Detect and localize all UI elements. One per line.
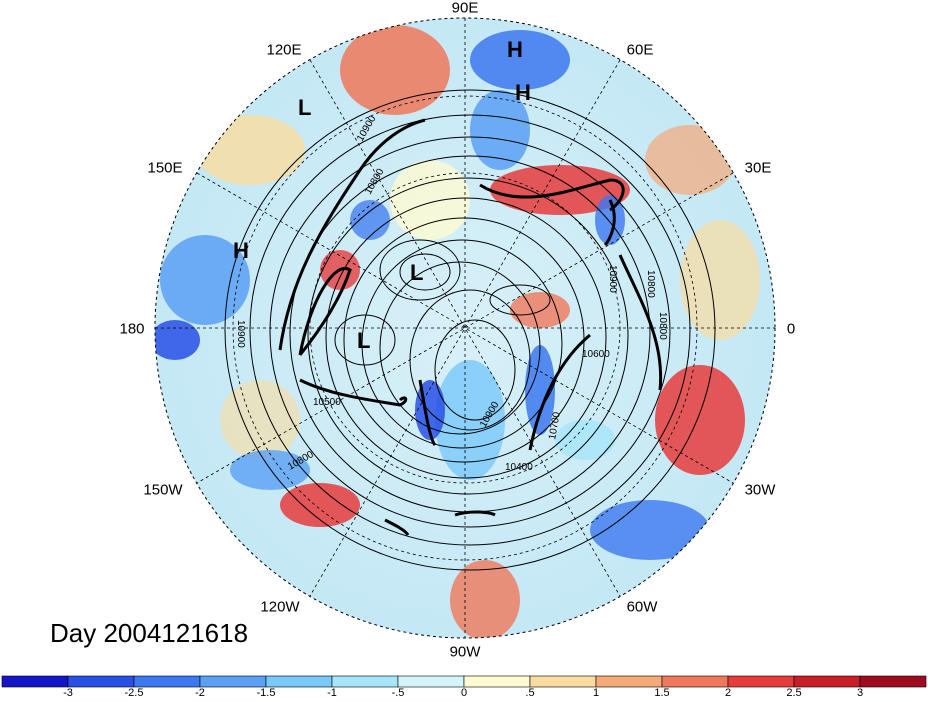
lon-label-60e: 60E [626,41,654,59]
colorbar-tick-label: -1.5 [256,687,276,699]
lon-label-30e: 30E [744,159,772,177]
contour-label: 10700 [547,411,563,441]
map-title: Day 2004121618 [50,618,249,648]
colorbar-tick-label: 2 [724,687,732,699]
lon-label-120w: 120W [260,598,300,616]
low-marker: L [410,260,423,285]
lon-label-150w: 150W [143,481,183,499]
contour-label: 10400 [505,462,533,473]
contour-label: 10800 [657,312,668,340]
colorbar-swatch [265,675,333,688]
colorbar-tick-label: 1 [592,687,600,699]
colorbar-swatch [595,675,663,688]
lon-label-90w: 90W [449,643,481,661]
contour-label: 10900 [235,320,246,348]
colorbar-swatch [661,675,729,688]
colorbar-swatch [397,675,465,688]
colorbar-swatch [529,675,597,688]
colorbar-tick-label: 2.5 [786,687,802,699]
contour-label: 10500 [313,397,341,408]
jet-streaks [278,118,663,536]
colorbar-tick-label: .5 [525,687,535,699]
colorbar-swatch [133,675,201,688]
lon-label-0: 0 [786,320,796,338]
colorbar-tick-label: -3 [63,687,73,699]
colorbar-tick-label: -1 [327,687,337,699]
lon-label-180: 180 [119,320,145,338]
high-marker: H [233,238,249,263]
colorbar-tick-label: -2.5 [124,687,144,699]
lon-label-90e: 90E [451,0,479,17]
colorbar-swatch [463,675,531,688]
colorbar [1,675,927,688]
low-marker: L [357,328,370,353]
colorbar-tick-label: 0 [460,687,468,699]
colorbar-tick-label: 3 [856,687,864,699]
colorbar-tick-label: -2 [195,687,205,699]
high-marker: H [515,80,531,105]
map-boundary [154,17,776,639]
colorbar-tick-label: 1.5 [654,687,670,699]
colorbar-swatch [199,675,267,688]
colorbar-swatch [727,675,795,688]
low-marker: L [298,95,311,120]
colorbar-swatch [331,675,399,688]
contour-label: 10600 [582,349,610,360]
lon-label-30w: 30W [744,481,776,499]
graticule [155,18,775,638]
lon-label-60w: 60W [626,598,658,616]
high-marker: H [507,37,523,62]
colorbar-tick-label: -.5 [391,687,405,699]
height-contours [224,89,716,571]
lon-label-120e: 120E [266,41,302,59]
colorbar-swatch [67,675,135,688]
colorbar-swatch [1,675,69,688]
lon-label-150e: 150E [147,159,183,177]
contour-label: 10900 [607,265,618,293]
contour-label: 10800 [645,270,656,298]
colorbar-swatch [793,675,861,688]
colorbar-swatch [859,675,927,688]
